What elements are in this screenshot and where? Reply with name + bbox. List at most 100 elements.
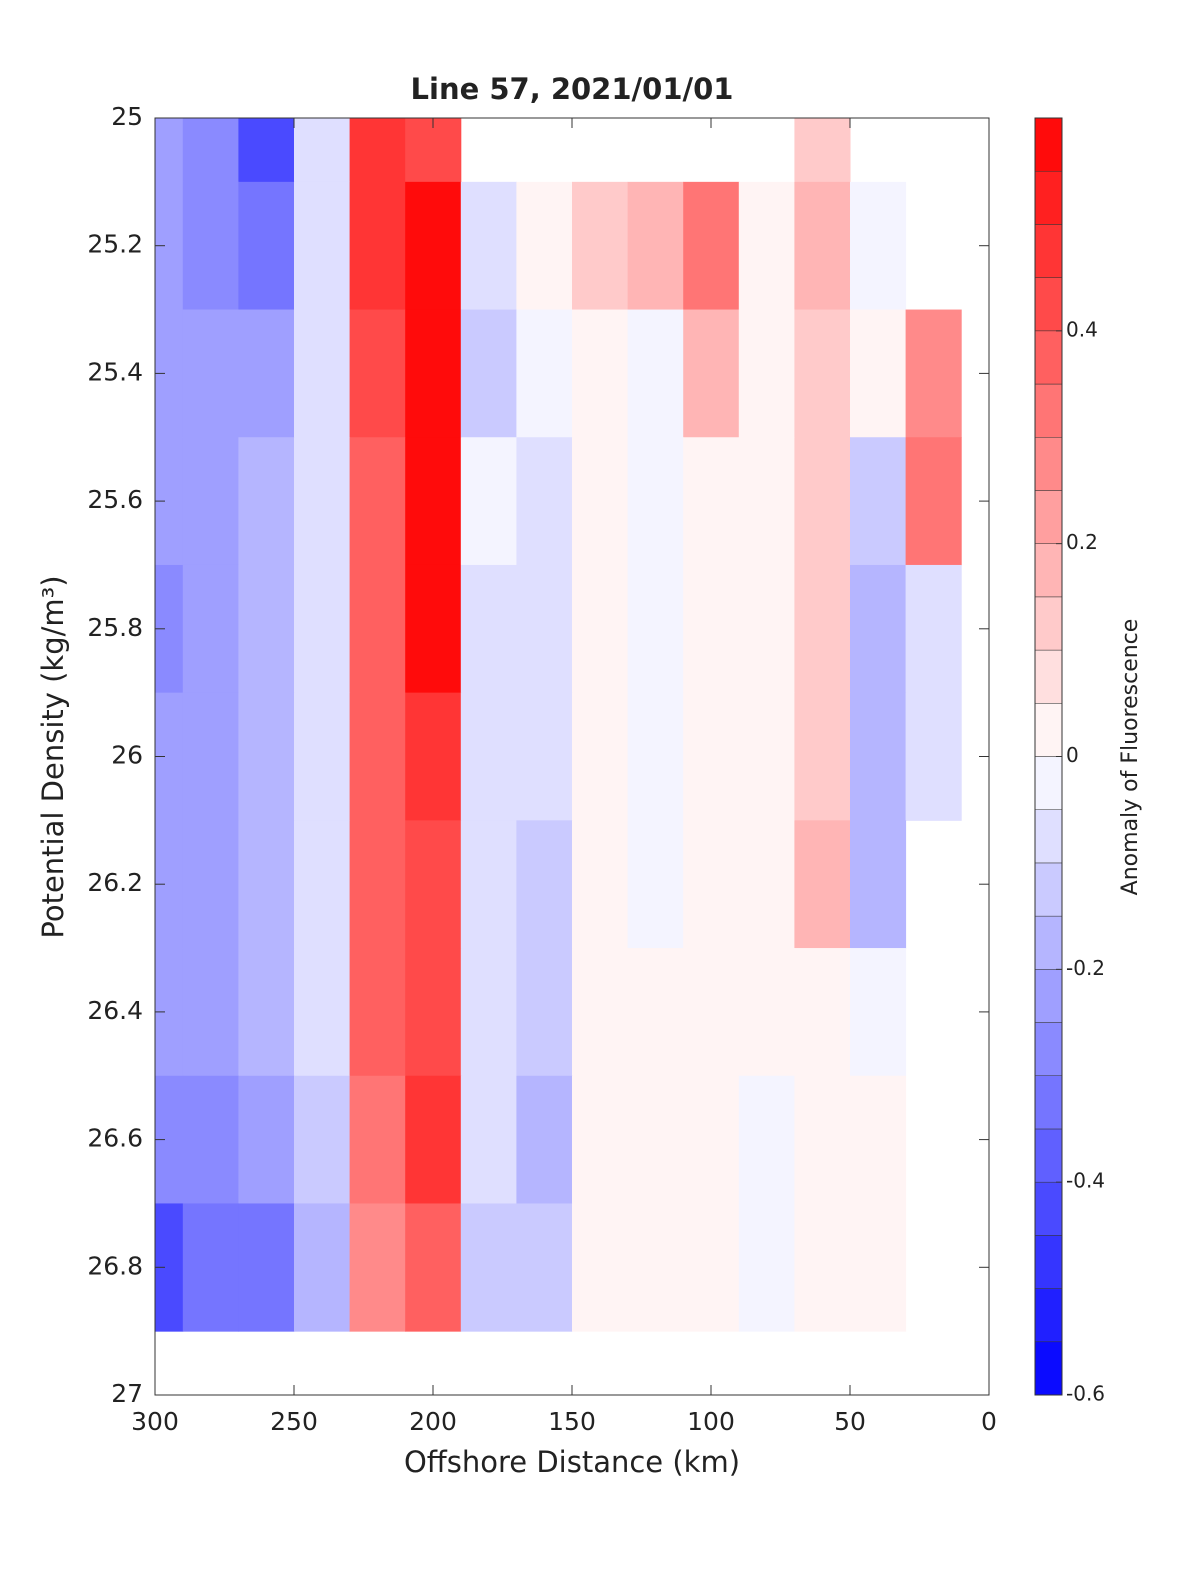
field-cell xyxy=(238,118,295,183)
colorbar-band xyxy=(1034,117,1063,172)
field-cell xyxy=(683,437,740,566)
field-cell xyxy=(294,1075,351,1204)
field-cell xyxy=(738,437,795,566)
y-tick-label: 25 xyxy=(111,102,143,131)
field-cell xyxy=(572,309,629,438)
field-cell xyxy=(794,309,851,438)
field-cell xyxy=(294,820,351,949)
field-cell xyxy=(572,1075,629,1204)
field-cell xyxy=(516,1075,573,1204)
field-cell xyxy=(516,692,573,821)
field-cell xyxy=(182,948,239,1077)
field-cell xyxy=(683,181,740,311)
field-cell xyxy=(738,309,795,438)
field-cell xyxy=(794,692,851,821)
field-cell xyxy=(627,692,684,821)
x-tick-label: 300 xyxy=(131,1407,179,1436)
field-cell xyxy=(182,118,239,183)
field-cell xyxy=(349,564,406,694)
field-cell xyxy=(182,1203,239,1332)
x-tick-label: 200 xyxy=(409,1407,457,1436)
field-cell xyxy=(905,437,962,566)
field-cell xyxy=(405,309,462,438)
field-cell xyxy=(905,564,962,694)
field-cell xyxy=(349,437,406,566)
field-cell xyxy=(850,948,907,1077)
colorbar-band xyxy=(1034,437,1063,491)
field-cell xyxy=(294,564,351,694)
field-cell xyxy=(794,1203,851,1332)
field-cell xyxy=(238,948,295,1077)
field-cell xyxy=(460,1075,517,1204)
field-cell xyxy=(905,309,962,438)
y-axis-label: Potential Density (kg/m³) xyxy=(36,575,70,938)
field-cell xyxy=(516,948,573,1077)
colorbar-tick-label: -0.4 xyxy=(1066,1169,1105,1193)
colorbar-band xyxy=(1034,756,1063,810)
x-tick-label: 0 xyxy=(981,1407,997,1436)
field-cell xyxy=(627,181,684,311)
field-cell xyxy=(182,437,239,566)
field-cell xyxy=(572,948,629,1077)
field-cell xyxy=(349,1075,406,1204)
y-tick-label: 26 xyxy=(111,741,143,770)
field xyxy=(155,118,962,1332)
field-cell xyxy=(794,437,851,566)
field-cell xyxy=(850,1075,907,1204)
field-cell xyxy=(405,1203,462,1332)
colorbar-band xyxy=(1034,596,1063,651)
y-tick-label: 25.2 xyxy=(87,230,143,259)
x-tick-label: 100 xyxy=(687,1407,735,1436)
field-cell xyxy=(349,820,406,949)
y-tick-label: 26.2 xyxy=(87,868,143,897)
colorbar-tick-label: -0.6 xyxy=(1066,1382,1105,1406)
colorbar-band xyxy=(1034,969,1063,1023)
x-tick-label: 50 xyxy=(834,1407,866,1436)
field-cell xyxy=(683,309,740,438)
field-cell xyxy=(182,692,239,821)
field-cell xyxy=(850,437,907,566)
field-cell xyxy=(627,948,684,1077)
field-cell xyxy=(238,564,295,694)
colorbar-band xyxy=(1034,1075,1063,1130)
field-cell xyxy=(516,181,573,311)
field-cell xyxy=(683,692,740,821)
x-tick-label: 150 xyxy=(548,1407,596,1436)
field-cell xyxy=(738,1075,795,1204)
colorbar-band xyxy=(1034,543,1063,598)
field-cell xyxy=(627,309,684,438)
field-cell xyxy=(349,118,406,183)
field-cell xyxy=(155,118,184,183)
field-cell xyxy=(683,1203,740,1332)
field-cell xyxy=(294,437,351,566)
field-cell xyxy=(460,309,517,438)
field-cell xyxy=(794,564,851,694)
colorbar-band xyxy=(1034,330,1063,385)
field-cell xyxy=(294,692,351,821)
colorbar-label: Anomaly of Fluorescence xyxy=(1118,619,1143,896)
field-cell xyxy=(738,564,795,694)
field-cell xyxy=(238,181,295,311)
colorbar-band xyxy=(1034,170,1063,225)
field-cell xyxy=(627,1075,684,1204)
field-cell xyxy=(572,692,629,821)
field-cell xyxy=(405,820,462,949)
colorbar-band xyxy=(1034,809,1063,864)
field-cell xyxy=(405,118,462,183)
field-cell xyxy=(627,820,684,949)
y-tick-label: 27 xyxy=(111,1379,143,1408)
field-cell xyxy=(683,1075,740,1204)
field-cell xyxy=(794,181,851,311)
field-cell xyxy=(238,437,295,566)
field-cell xyxy=(460,437,517,566)
y-tick-label: 26.4 xyxy=(87,996,143,1025)
field-cell xyxy=(460,820,517,949)
field-cell xyxy=(627,564,684,694)
colorbar-band xyxy=(1034,277,1063,332)
field-cell xyxy=(516,1203,573,1332)
y-tick-label: 26.6 xyxy=(87,1124,143,1153)
colorbar-band xyxy=(1034,490,1063,544)
colorbar-band xyxy=(1034,1288,1063,1343)
field-cell xyxy=(238,1075,295,1204)
field-cell xyxy=(850,1203,907,1332)
